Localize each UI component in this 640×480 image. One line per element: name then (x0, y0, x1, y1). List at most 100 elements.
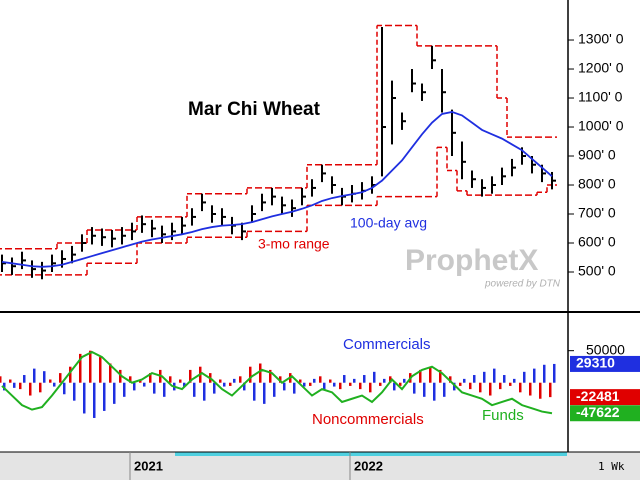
watermark-brand: ProphetX (405, 244, 538, 277)
cot-bar (303, 382, 306, 387)
cot-bar (129, 376, 132, 383)
cot-bar (89, 350, 92, 383)
cot-bar (59, 373, 62, 383)
cot-bar (373, 371, 376, 383)
cot-bar (213, 382, 216, 394)
cot-bar (313, 378, 316, 383)
cot-bar (513, 378, 516, 383)
cot-bar (33, 368, 36, 383)
cot-bar (239, 376, 242, 383)
cot-bar (23, 375, 26, 383)
cot-bar (249, 366, 252, 383)
cot-bar (53, 382, 56, 387)
cot-bar (103, 382, 106, 411)
y-tick-label: 900' 0 (578, 147, 616, 163)
cot-bar (349, 382, 352, 386)
cot-bar (443, 382, 446, 397)
y-tick-label: 800' 0 (578, 176, 616, 192)
cot-bar (183, 382, 186, 387)
cot-bar (93, 382, 96, 418)
cot-bar (339, 382, 342, 390)
cot-bar (79, 353, 82, 383)
cot-bar (419, 369, 422, 383)
cot-bar (123, 382, 126, 397)
last-value-box (570, 405, 640, 422)
y-tick-label: 700' 0 (578, 205, 616, 221)
cot-bar (329, 379, 332, 383)
cot-bar (169, 376, 172, 383)
cot-bar (523, 371, 526, 383)
cot-bar (253, 382, 256, 401)
cot-bar (519, 382, 522, 393)
cot-bar (429, 366, 432, 383)
avg-label: 100-day avg (350, 215, 427, 231)
cot-bar (299, 379, 302, 383)
cot-bar (319, 376, 322, 383)
cot-bar (499, 382, 502, 390)
cot-bar (143, 382, 146, 387)
cot-bar (509, 382, 512, 386)
cot-bar (413, 382, 416, 394)
scrollbar (175, 452, 567, 456)
cot-bar (153, 382, 156, 394)
cot-bar (73, 382, 76, 401)
range-label: 3-mo range (258, 236, 330, 252)
cot-bar (393, 382, 396, 391)
y-tick-label: 1200' 0 (578, 60, 624, 76)
legend-funds: Funds (482, 407, 524, 424)
cot-bar (223, 382, 226, 387)
cot-bar (99, 357, 102, 383)
funds-line (1, 350, 553, 415)
last-value-box (570, 355, 640, 372)
watermark: ProphetX powered by DTN (405, 244, 561, 290)
cot-bar (399, 382, 402, 386)
cot-bar (39, 382, 42, 393)
cot-bar (19, 382, 22, 390)
cot-bar (279, 376, 282, 383)
cot-bar (423, 382, 426, 397)
legend-noncommercials: Noncommercials (312, 411, 424, 428)
last-value-label: 29310 (576, 355, 615, 371)
last-value-label: -22481 (576, 388, 620, 404)
cot-bar (389, 376, 392, 383)
cot-bar (0, 376, 2, 383)
cot-bar (529, 382, 532, 396)
cot-bar (449, 376, 452, 383)
cot-bar (179, 379, 182, 383)
cot-bar (543, 364, 546, 383)
cot-bar (483, 371, 486, 383)
cot-bar (109, 363, 112, 383)
cot-bar (269, 369, 272, 383)
chart-title: Mar Chi Wheat (188, 99, 321, 120)
y-tick-label: 600' 0 (578, 234, 616, 250)
cot-bar (493, 368, 496, 383)
x-tick-label: 2022 (354, 458, 383, 473)
cot-bar (553, 363, 556, 383)
y-tick-label: 50000 (586, 341, 625, 357)
cot-bar (273, 382, 276, 397)
cot-bar (233, 378, 236, 383)
cot-bar (243, 382, 246, 391)
cot-bar (69, 366, 72, 383)
cot-bar (283, 382, 286, 391)
y-tick-label: 1000' 0 (578, 118, 624, 134)
cot-bar (193, 382, 196, 397)
x-tick-label: 2021 (134, 458, 163, 473)
cot-bar (3, 382, 6, 391)
watermark-tagline: powered by DTN (484, 279, 561, 290)
cot-bar (149, 373, 152, 383)
cot-bar (119, 369, 122, 383)
cot-bar (29, 382, 32, 396)
cot-bar (383, 378, 386, 383)
cot-bar (539, 382, 542, 399)
cot-bar (379, 382, 382, 386)
cot-bar (63, 382, 66, 395)
cot-bar (333, 382, 336, 387)
last-value-label: -47622 (576, 404, 620, 420)
cot-bar (293, 382, 296, 394)
avg-line (1, 111, 553, 268)
cot-bar (433, 382, 436, 401)
last-value-box (570, 389, 640, 406)
